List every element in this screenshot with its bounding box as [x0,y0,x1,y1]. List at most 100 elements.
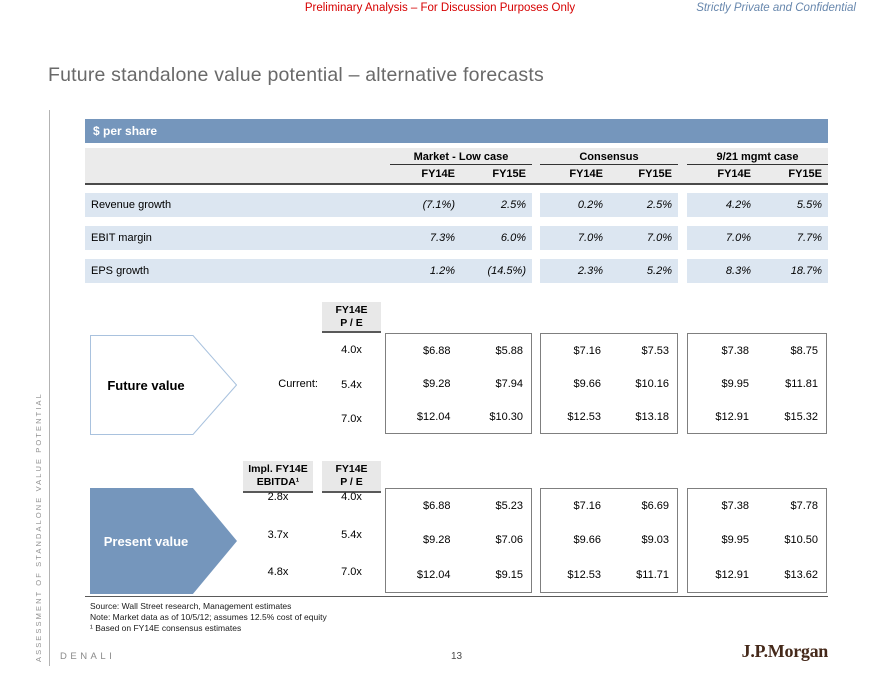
value-cell: 5.2% [609,259,678,283]
column-gap [678,259,687,283]
group-header-mgmt-case: 9/21 mgmt case [687,148,828,165]
footnote-1: ¹ Based on FY14E consensus estimates [90,623,242,633]
value-cell: 18.7% [757,259,828,283]
value-cell: 2.5% [609,193,678,217]
present-ebitda-header-line1: Impl. FY14E [248,463,308,475]
value-cell: $7.38 [721,344,749,357]
value-cell: $9.28 [422,377,451,390]
value-cell: (7.1%) [390,193,461,217]
footnotes: Source: Wall Street research, Management… [90,601,327,634]
column-header: FY14E [421,168,455,180]
value-cell: $12.04 [416,410,451,423]
jpmorgan-logo: J.P.Morgan [741,641,829,661]
table-title: $ per share [93,124,158,138]
confidential-text: Strictly Private and Confidential [696,2,856,14]
value-row: $9.28 $7.06 [386,534,531,546]
project-name: DENALI [60,651,116,662]
value-cell: 2.5% [461,193,532,217]
column-header: FY15E [788,168,822,180]
present-pe-multiples: 4.0x 5.4x 7.0x [322,491,381,578]
value-cell: $11.71 [636,568,669,581]
value-cell: 0.2% [540,193,609,217]
value-cell: $12.91 [715,410,749,423]
table-header: Market - Low case Consensus 9/21 mgmt ca… [85,148,828,185]
preliminary-analysis-text: Preliminary Analysis – For Discussion Pu… [304,2,576,14]
table-body: Revenue growth (7.1%) 2.5% 0.2% 2.5% 4.2… [85,193,828,292]
value-cell: $10.30 [489,410,523,423]
value-cell: $9.66 [573,377,601,390]
value-cell: $7.16 [573,500,601,513]
future-values-market-low-box: $6.88 $5.88 $9.28 $7.94 $12.04 $10.30 [385,333,532,434]
slide-title: Future standalone value potential – alte… [48,64,544,86]
present-pe-header-line2: P / E [340,476,363,488]
value-cell: $5.88 [495,344,523,357]
value-cell: $10.50 [784,534,818,547]
value-cell: $6.69 [641,500,669,513]
value-row: $9.66 $10.16 [541,378,677,390]
value-row: $9.28 $7.94 [386,378,531,390]
value-cell: $7.78 [790,500,818,513]
table-row: Revenue growth (7.1%) 2.5% 0.2% 2.5% 4.2… [85,193,828,217]
value-cell: 7.3% [390,226,461,250]
future-pe-multiples: 4.0x 5.4x 7.0x [322,344,381,425]
present-ebitda-multiples: 2.8x 3.7x 4.8x [243,491,313,578]
column-header: FY15E [638,168,672,180]
value-cell: $12.04 [416,568,451,581]
value-cell: $7.94 [495,377,523,390]
value-cell: $7.16 [573,344,601,357]
value-cell: $9.28 [422,534,451,547]
value-cell: $10.16 [635,377,669,390]
future-pe-header: FY14E P / E [322,302,381,333]
future-pe-header-line2: P / E [340,317,363,329]
group-header-consensus: Consensus [540,148,678,165]
footnote-divider [85,596,828,597]
value-row: $12.04 $10.30 [386,411,531,423]
value-cell: $9.95 [721,534,749,547]
value-cell: 7.0% [687,226,757,250]
future-value-label: Future value [107,377,185,393]
pe-multiple: 4.0x [341,491,362,503]
value-cell: $6.88 [422,500,451,513]
value-cell: $9.95 [721,377,749,390]
value-cell: $5.23 [495,500,523,513]
value-cell: $12.53 [567,568,601,581]
value-cell: $7.38 [721,500,749,513]
value-row: $12.04 $9.15 [386,569,531,581]
value-cell: 8.3% [687,259,757,283]
market-data-note: Note: Market data as of 10/5/12; assumes… [90,612,327,622]
sidebar-rule [49,110,50,666]
value-cell: 4.2% [687,193,757,217]
value-cell: $9.15 [495,568,523,581]
table-row: EPS growth 1.2% (14.5%) 2.3% 5.2% 8.3% 1… [85,259,828,283]
present-values-mgmt-box: $7.38 $7.78 $9.95 $10.50 $12.91 $13.62 [687,488,827,593]
row-label: Revenue growth [85,193,390,217]
pe-multiple: 7.0x [341,413,362,425]
row-label: EBIT margin [85,226,390,250]
value-cell: 6.0% [461,226,532,250]
present-values-consensus-box: $7.16 $6.69 $9.66 $9.03 $12.53 $11.71 [540,488,678,593]
page-number: 13 [450,651,463,662]
value-row: $9.95 $11.81 [688,378,826,390]
column-gap [678,226,687,250]
value-cell: 7.7% [757,226,828,250]
sidebar-vertical-label: ASSESSMENT OF STANDALONE VALUE POTENTIAL [34,392,43,662]
value-cell: $12.53 [567,410,601,423]
future-value-arrow: Future value [90,335,238,435]
ebitda-multiple: 3.7x [267,528,289,541]
column-header: FY15E [492,168,526,180]
value-cell: $9.03 [641,534,669,547]
value-row: $7.38 $7.78 [688,500,826,512]
value-row: $7.16 $7.53 [541,345,677,357]
value-row: $7.16 $6.69 [541,500,677,512]
value-cell: $13.62 [784,568,818,581]
value-cell: $8.75 [790,344,818,357]
future-pe-header-line1: FY14E [335,304,368,316]
value-row: $12.53 $13.18 [541,411,677,423]
value-cell: 5.5% [757,193,828,217]
column-gap [532,193,540,217]
value-cell: 2.3% [540,259,609,283]
current-label: Current: [278,378,318,390]
column-gap [532,226,540,250]
value-cell: 7.0% [609,226,678,250]
